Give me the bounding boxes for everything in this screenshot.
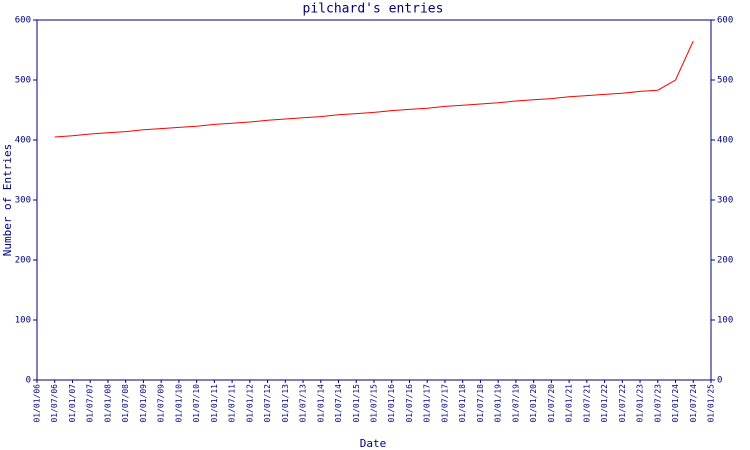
x-axis-label: Date [360, 437, 387, 450]
x-tick-label: 01/01/23 [636, 384, 645, 423]
x-tick-label: 01/01/15 [352, 384, 361, 423]
x-tick-label: 01/01/24 [671, 384, 680, 423]
x-tick-label: 01/01/06 [33, 384, 42, 423]
y-tick-label: 200 [15, 256, 31, 266]
x-tick-label: 01/01/09 [139, 384, 148, 423]
x-tick-label: 01/01/21 [565, 384, 574, 423]
x-tick-label: 01/01/18 [458, 384, 467, 423]
y2-tick-label: 200 [717, 256, 733, 266]
x-tick-label: 01/07/09 [157, 384, 166, 423]
x-tick-label: 01/07/18 [476, 384, 485, 423]
y-tick-label: 600 [15, 16, 31, 26]
x-tick-label: 01/01/08 [103, 384, 112, 423]
y2-tick-label: 100 [717, 316, 733, 326]
y2-tick-label: 600 [717, 16, 733, 26]
x-tick-label: 01/07/24 [689, 384, 698, 423]
x-tick-label: 01/07/11 [228, 384, 237, 423]
x-tick-label: 01/01/22 [600, 384, 609, 423]
x-tick-label: 01/07/08 [121, 384, 130, 423]
y-tick-label: 100 [15, 316, 31, 326]
x-tick-label: 01/01/20 [529, 384, 538, 423]
x-tick-label: 01/07/13 [299, 384, 308, 423]
y2-tick-label: 500 [717, 76, 733, 86]
x-tick-label: 01/01/19 [494, 384, 503, 423]
x-tick-label: 01/01/13 [281, 384, 290, 423]
x-tick-label: 01/01/07 [68, 384, 77, 423]
x-tick-label: 01/01/17 [423, 384, 432, 423]
y-tick-label: 0 [26, 376, 31, 386]
x-tick-label: 01/07/20 [547, 384, 556, 423]
x-tick-label: 01/07/12 [263, 384, 272, 423]
x-tick-label: 01/07/21 [582, 384, 591, 423]
y2-tick-label: 0 [717, 376, 722, 386]
x-tick-label: 01/07/22 [618, 384, 627, 423]
y2-tick-label: 400 [717, 136, 733, 146]
y2-tick-label: 300 [717, 196, 733, 206]
x-tick-label: 01/01/16 [387, 384, 396, 423]
x-tick-label: 01/07/15 [370, 384, 379, 423]
line-series [54, 40, 694, 138]
x-tick-label: 01/01/11 [210, 384, 219, 423]
x-tick-label: 01/01/12 [245, 384, 254, 423]
x-tick-label: 01/01/10 [174, 384, 183, 423]
y-axis-label: Number of Entries [1, 144, 14, 257]
x-tick-label: 01/01/25 [707, 384, 716, 423]
x-tick-label: 01/07/19 [511, 384, 520, 423]
x-tick-label: 01/01/14 [316, 384, 325, 423]
y-tick-label: 400 [15, 136, 31, 146]
x-tick-label: 01/07/23 [653, 384, 662, 423]
x-tick-label: 01/07/07 [86, 384, 95, 423]
x-tick-label: 01/07/17 [440, 384, 449, 423]
x-tick-label: 01/07/06 [50, 384, 59, 423]
x-tick-label: 01/07/14 [334, 384, 343, 423]
y-tick-label: 500 [15, 76, 31, 86]
x-tick-label: 01/07/16 [405, 384, 414, 423]
y-tick-label: 300 [15, 196, 31, 206]
x-tick-label: 01/07/10 [192, 384, 201, 423]
chart-title: pilchard's entries [303, 2, 444, 17]
